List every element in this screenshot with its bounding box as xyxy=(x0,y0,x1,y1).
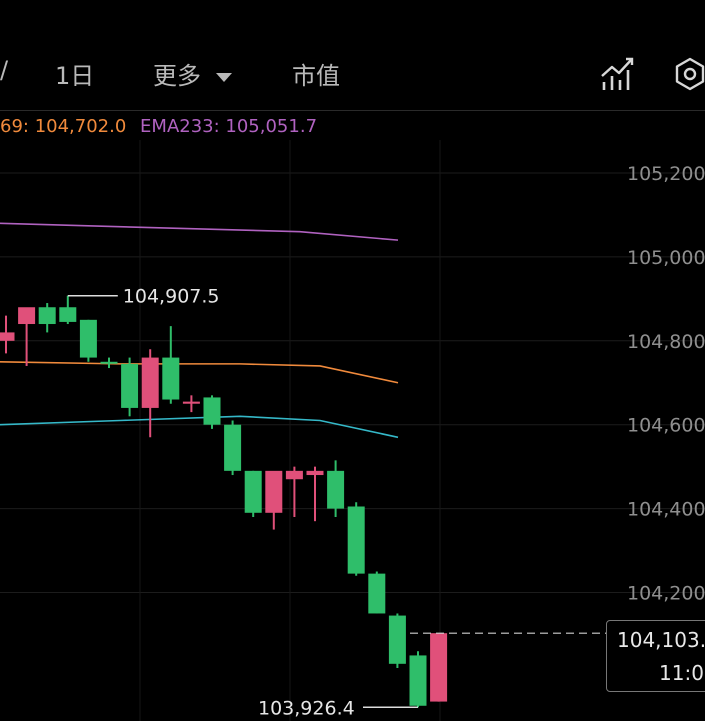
tab-market-cap[interactable]: 市值 xyxy=(292,62,340,90)
candle-body xyxy=(265,470,283,513)
ema-legend: 69: 104,702.0 EMA233: 105,051.7 xyxy=(0,116,317,137)
y-tick-label: 105,000 xyxy=(627,247,705,269)
settings-hex-icon[interactable] xyxy=(672,56,705,92)
candle-body xyxy=(141,357,159,408)
tab-more-label: 更多 xyxy=(153,62,201,90)
candle-body xyxy=(368,573,386,614)
tab-more[interactable]: 更多 xyxy=(153,56,233,91)
y-tick-label: 104,400 xyxy=(627,499,705,521)
low-price-label: 103,926.4 xyxy=(258,697,355,719)
current-price: 104,103. xyxy=(617,628,705,652)
candle-body xyxy=(0,332,15,341)
ema-cyan-line xyxy=(0,415,399,439)
high-price-label: 104,907.5 xyxy=(123,286,220,308)
candle-body xyxy=(409,655,427,706)
candle-body xyxy=(244,470,262,513)
candle-body xyxy=(18,307,36,325)
timeframe-tab-bar: / 1日 更多 市值 xyxy=(0,0,705,110)
chart-indicator-icon[interactable] xyxy=(600,56,636,92)
candle-body xyxy=(38,307,56,325)
candle-body xyxy=(100,361,118,364)
current-price-box: 104,103. 11:0 xyxy=(606,620,705,692)
candle-body xyxy=(203,397,221,425)
candle-body xyxy=(121,363,139,408)
candle-body xyxy=(162,357,180,400)
header-divider xyxy=(0,110,705,111)
candle-body xyxy=(306,470,324,476)
candle-body xyxy=(285,470,303,480)
candle-body xyxy=(182,401,200,404)
ema233-line xyxy=(0,222,399,241)
candle-body xyxy=(79,319,97,358)
y-tick-label: 104,800 xyxy=(627,331,705,353)
candle-body xyxy=(430,633,448,702)
current-time: 11:0 xyxy=(659,661,704,685)
tab-1day[interactable]: 1日 xyxy=(55,62,95,90)
candlestick-chart[interactable]: 105,200 105,000 104,800 104,600 104,400 104,2… xyxy=(0,140,705,721)
y-tick-label: 104,600 xyxy=(627,415,705,437)
candle-body xyxy=(327,470,345,509)
y-tick-label: 104,200 xyxy=(627,583,705,605)
tab-partial[interactable]: / xyxy=(0,56,9,84)
ema169-line xyxy=(0,360,399,384)
candle-body xyxy=(347,506,365,574)
candle-body xyxy=(388,615,406,664)
ema169-legend: 69: 104,702.0 xyxy=(0,116,127,137)
ema233-legend: EMA233: 105,051.7 xyxy=(140,116,318,137)
y-tick-label: 105,200 xyxy=(627,163,705,185)
dropdown-caret-icon xyxy=(215,73,232,82)
candle-body xyxy=(224,424,242,471)
candle-body xyxy=(59,307,77,322)
